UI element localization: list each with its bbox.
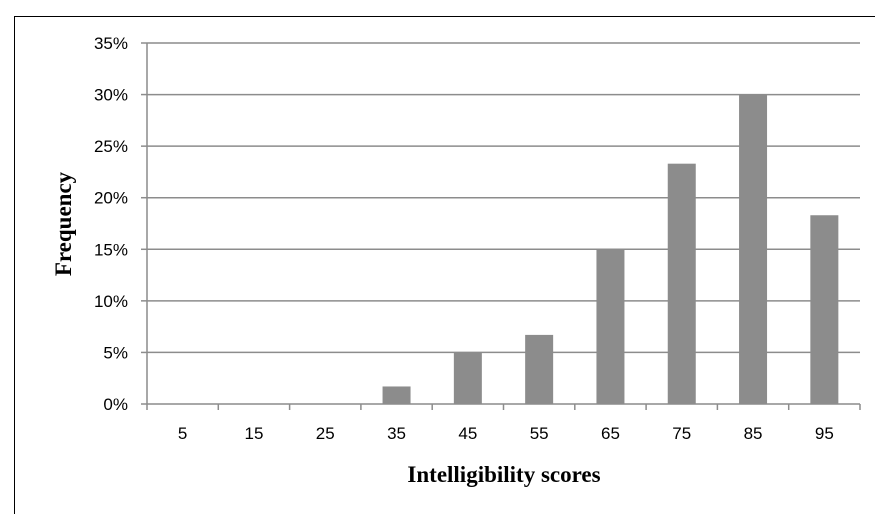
y-tick-label: 10%	[94, 292, 128, 311]
bar-95	[810, 215, 839, 404]
x-tick-label: 55	[530, 424, 549, 443]
y-tick-label: 35%	[94, 34, 128, 53]
y-tick-label: 30%	[94, 86, 128, 105]
y-tick-label: 20%	[94, 189, 128, 208]
y-tick-label: 5%	[103, 343, 128, 362]
bar-55	[525, 334, 554, 404]
x-tick-label: 95	[815, 424, 834, 443]
x-tick-label: 35	[387, 424, 406, 443]
chart-frame	[14, 16, 875, 514]
x-tick-label: 45	[458, 424, 477, 443]
x-tick-label: 65	[601, 424, 620, 443]
tick-labels: 0% 5% 10% 15% 20% 25% 30% 35% 5 15 25 35 45 55 65 75 85 9…	[94, 34, 834, 443]
x-tick-label: 85	[744, 424, 763, 443]
y-axis-title: Frequency	[51, 171, 76, 276]
y-tick-label: 15%	[94, 240, 128, 259]
x-tick-label: 5	[178, 424, 187, 443]
y-tick-label: 0%	[103, 395, 128, 414]
x-tick-label: 15	[244, 424, 263, 443]
bar-35	[382, 386, 411, 404]
bar-45	[453, 352, 482, 404]
x-axis-title: Intelligibility scores	[407, 462, 600, 487]
x-tick-label: 75	[672, 424, 691, 443]
bar-85	[739, 94, 768, 405]
bar-75	[667, 163, 696, 404]
y-tick-label: 25%	[94, 137, 128, 156]
bars	[382, 94, 839, 405]
bar-65	[596, 249, 625, 404]
x-tick-label: 25	[316, 424, 335, 443]
axes	[141, 42, 861, 410]
